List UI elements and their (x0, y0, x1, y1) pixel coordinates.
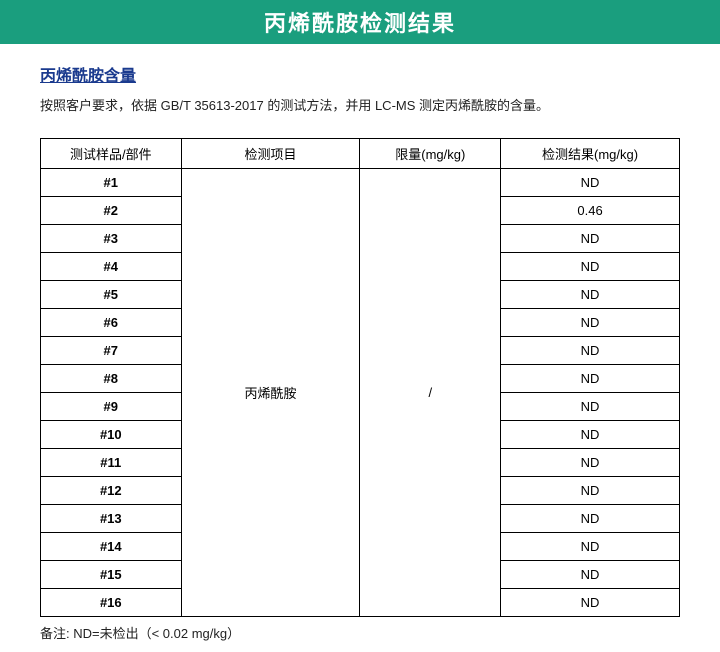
cell-sample: #5 (41, 280, 182, 308)
cell-sample: #11 (41, 448, 182, 476)
cell-sample: #12 (41, 476, 182, 504)
footnote: 备注: ND=未检出（< 0.02 mg/kg） (40, 623, 680, 642)
cell-sample: #3 (41, 224, 182, 252)
cell-result: 0.46 (501, 196, 680, 224)
cell-result: ND (501, 392, 680, 420)
cell-sample: #8 (41, 364, 182, 392)
cell-limit: / (360, 168, 501, 616)
results-table: 测试样品/部件 检测项目 限量(mg/kg) 检测结果(mg/kg) #1丙烯酰… (40, 138, 680, 617)
cell-result: ND (501, 532, 680, 560)
cell-result: ND (501, 280, 680, 308)
cell-sample: #15 (41, 560, 182, 588)
cell-sample: #9 (41, 392, 182, 420)
cell-result: ND (501, 504, 680, 532)
cell-result: ND (501, 224, 680, 252)
cell-sample: #4 (41, 252, 182, 280)
cell-sample: #14 (41, 532, 182, 560)
table-header-row: 测试样品/部件 检测项目 限量(mg/kg) 检测结果(mg/kg) (41, 138, 680, 168)
banner-title: 丙烯酰胺检测结果 (264, 6, 456, 38)
cell-result: ND (501, 448, 680, 476)
cell-test-item: 丙烯酰胺 (181, 168, 360, 616)
cell-result: ND (501, 308, 680, 336)
col-header-sample: 测试样品/部件 (41, 138, 182, 168)
col-header-item: 检测项目 (181, 138, 360, 168)
content-area: 丙烯酰胺含量 按照客户要求，依据 GB/T 35613-2017 的测试方法，并… (0, 44, 720, 652)
cell-result: ND (501, 476, 680, 504)
cell-sample: #2 (41, 196, 182, 224)
cell-result: ND (501, 168, 680, 196)
cell-result: ND (501, 420, 680, 448)
cell-result: ND (501, 252, 680, 280)
cell-result: ND (501, 364, 680, 392)
cell-result: ND (501, 588, 680, 616)
cell-sample: #1 (41, 168, 182, 196)
cell-sample: #13 (41, 504, 182, 532)
cell-sample: #10 (41, 420, 182, 448)
cell-sample: #16 (41, 588, 182, 616)
col-header-result: 检测结果(mg/kg) (501, 138, 680, 168)
cell-result: ND (501, 336, 680, 364)
table-row: #1丙烯酰胺/ND (41, 168, 680, 196)
cell-sample: #7 (41, 336, 182, 364)
cell-sample: #6 (41, 308, 182, 336)
section-description: 按照客户要求，依据 GB/T 35613-2017 的测试方法，并用 LC-MS… (40, 96, 680, 116)
section-title: 丙烯酰胺含量 (40, 62, 680, 86)
col-header-limit: 限量(mg/kg) (360, 138, 501, 168)
banner: 丙烯酰胺检测结果 (0, 0, 720, 44)
cell-result: ND (501, 560, 680, 588)
